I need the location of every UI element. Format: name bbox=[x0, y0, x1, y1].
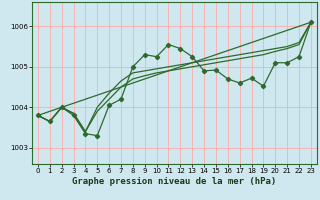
X-axis label: Graphe pression niveau de la mer (hPa): Graphe pression niveau de la mer (hPa) bbox=[72, 177, 276, 186]
